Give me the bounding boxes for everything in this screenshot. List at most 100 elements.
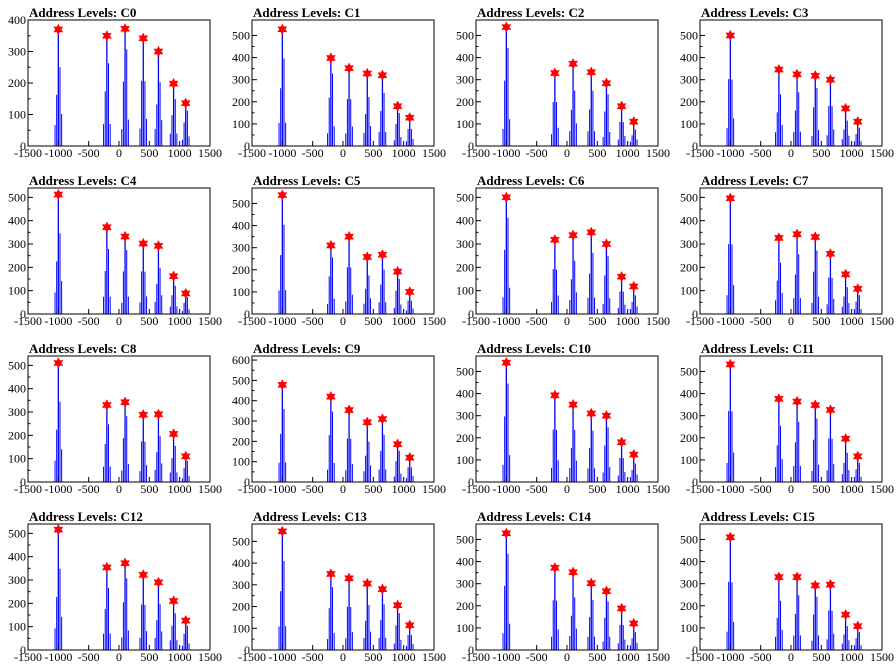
chart-svg: 0 100 200 300 400 500 -1500 -1000 -500 0 500 1000 15… (8, 187, 222, 328)
y-tick-label: 400 (8, 550, 26, 564)
y-tick-label: 500 (680, 28, 698, 42)
peak-marker (568, 229, 579, 241)
x-tick-label: 1000 (168, 482, 192, 496)
peak-marker (277, 189, 288, 201)
x-tick-label: -1500 (462, 146, 490, 160)
histogram-panel: Address Levels: C14 0 100 200 300 400 500 -1500… (448, 504, 672, 672)
peak-marker (810, 579, 821, 592)
x-tick-label: 1000 (616, 482, 640, 496)
x-tick-label: -500 (750, 650, 772, 664)
peak-marker (586, 407, 597, 420)
x-tick-label: 1000 (840, 314, 864, 328)
peak-marker (377, 249, 388, 261)
x-tick-label: -1000 (268, 482, 296, 496)
histogram-panel: Address Levels: C15 0 100 200 300 400 500 -1500… (672, 504, 896, 672)
x-tick-label: -1000 (716, 314, 744, 328)
peak-marker (392, 100, 403, 112)
histogram-panel: Address Levels: C2 0 100 200 300 400 500 -1500-… (448, 0, 672, 168)
y-tick-label: 300 (232, 578, 250, 592)
x-tick-label: 1000 (392, 482, 416, 496)
x-tick-label: -1000 (492, 314, 520, 328)
peak-marker (773, 571, 784, 583)
peak-marker (501, 356, 512, 369)
x-tick-label: -500 (526, 482, 548, 496)
x-tick-label: 1500 (870, 650, 894, 664)
y-tick-label: 300 (680, 73, 698, 87)
y-tick-label: 200 (680, 599, 698, 613)
plot-frame (475, 355, 659, 483)
x-tick-label: -1000 (716, 482, 744, 496)
peak-marker (180, 287, 191, 300)
x-tick-label: 1500 (422, 146, 446, 160)
peak-marker (773, 393, 784, 405)
y-tick-label: 0 (468, 307, 474, 321)
peak-marker (153, 408, 164, 421)
x-tick-label: -500 (302, 650, 324, 664)
peak-marker (601, 585, 612, 597)
x-tick-label: -500 (78, 146, 100, 160)
chart-svg: 0 100 200 300 400 500 -1500 -1000 -500 0 500 1000 15… (456, 523, 670, 664)
x-tick-label: 0 (788, 482, 794, 496)
peak-marker (377, 69, 388, 82)
peak-marker (180, 450, 191, 463)
x-tick-label: -1000 (44, 314, 72, 328)
y-tick-label: 200 (8, 260, 26, 274)
x-tick-label: 1000 (392, 314, 416, 328)
peak-marker (616, 602, 627, 615)
x-tick-label: -1500 (238, 482, 266, 496)
peak-marker (168, 595, 179, 607)
peak-marker (362, 67, 373, 80)
x-tick-label: -1500 (462, 482, 490, 496)
peak-marker (53, 357, 64, 369)
y-tick-label: 300 (232, 414, 250, 428)
plot-frame (475, 187, 659, 315)
x-tick-label: 0 (788, 650, 794, 664)
x-tick-label: -1500 (686, 146, 714, 160)
histogram-panel: Address Levels: C4 0 100 200 300 400 500 -1500-… (0, 168, 224, 336)
x-tick-label: -500 (302, 314, 324, 328)
y-tick-label: 0 (244, 475, 250, 489)
x-tick-label: -1000 (44, 650, 72, 664)
x-tick-label: 1500 (422, 482, 446, 496)
x-tick-label: -1000 (268, 314, 296, 328)
y-tick-label: 100 (680, 453, 698, 467)
chart-svg: 0 100 200 300 400 500 -1500 -1000 -500 0 500 1000 15… (456, 19, 670, 160)
x-tick-label: -500 (750, 146, 772, 160)
y-tick-label: 100 (456, 453, 474, 467)
peak-marker (825, 248, 836, 260)
x-tick-label: -500 (750, 314, 772, 328)
x-tick-label: 500 (588, 482, 606, 496)
peak-marker (628, 617, 639, 630)
x-tick-label: 0 (116, 314, 122, 328)
x-tick-label: 0 (564, 314, 570, 328)
peak-marker (120, 557, 131, 569)
peak-marker (840, 102, 851, 115)
y-tick-label: 400 (232, 219, 250, 233)
peak-marker (404, 286, 415, 298)
chart-svg: 0 100 200 300 400 500 -1500 -1000 -500 0 500 1000 15… (232, 19, 446, 160)
peak-marker (501, 21, 512, 33)
y-tick-label: 500 (456, 532, 474, 546)
y-tick-label: 600 (232, 353, 250, 367)
y-tick-label: 400 (232, 556, 250, 570)
plot-frame (475, 19, 659, 147)
y-tick-label: 200 (680, 260, 698, 274)
y-tick-label: 200 (8, 428, 26, 442)
x-tick-label: 1500 (646, 650, 670, 664)
y-tick-label: 0 (20, 643, 26, 657)
chart-svg: 0 100 200 300 400 500 -1500 -1000 -500 0 500 1000 15… (456, 355, 670, 496)
x-tick-label: 0 (564, 146, 570, 160)
peak-marker (725, 531, 736, 544)
x-tick-label: -1000 (268, 146, 296, 160)
peak-marker (616, 270, 627, 283)
y-tick-label: 300 (8, 45, 26, 59)
peak-marker (586, 577, 597, 589)
peak-marker (586, 66, 597, 78)
y-tick-label: 0 (20, 307, 26, 321)
y-tick-label: 200 (8, 76, 26, 90)
y-tick-label: 100 (232, 117, 250, 131)
peak-marker (792, 571, 803, 583)
peak-marker (325, 568, 336, 580)
peak-marker (168, 428, 179, 440)
y-tick-label: 100 (680, 621, 698, 635)
